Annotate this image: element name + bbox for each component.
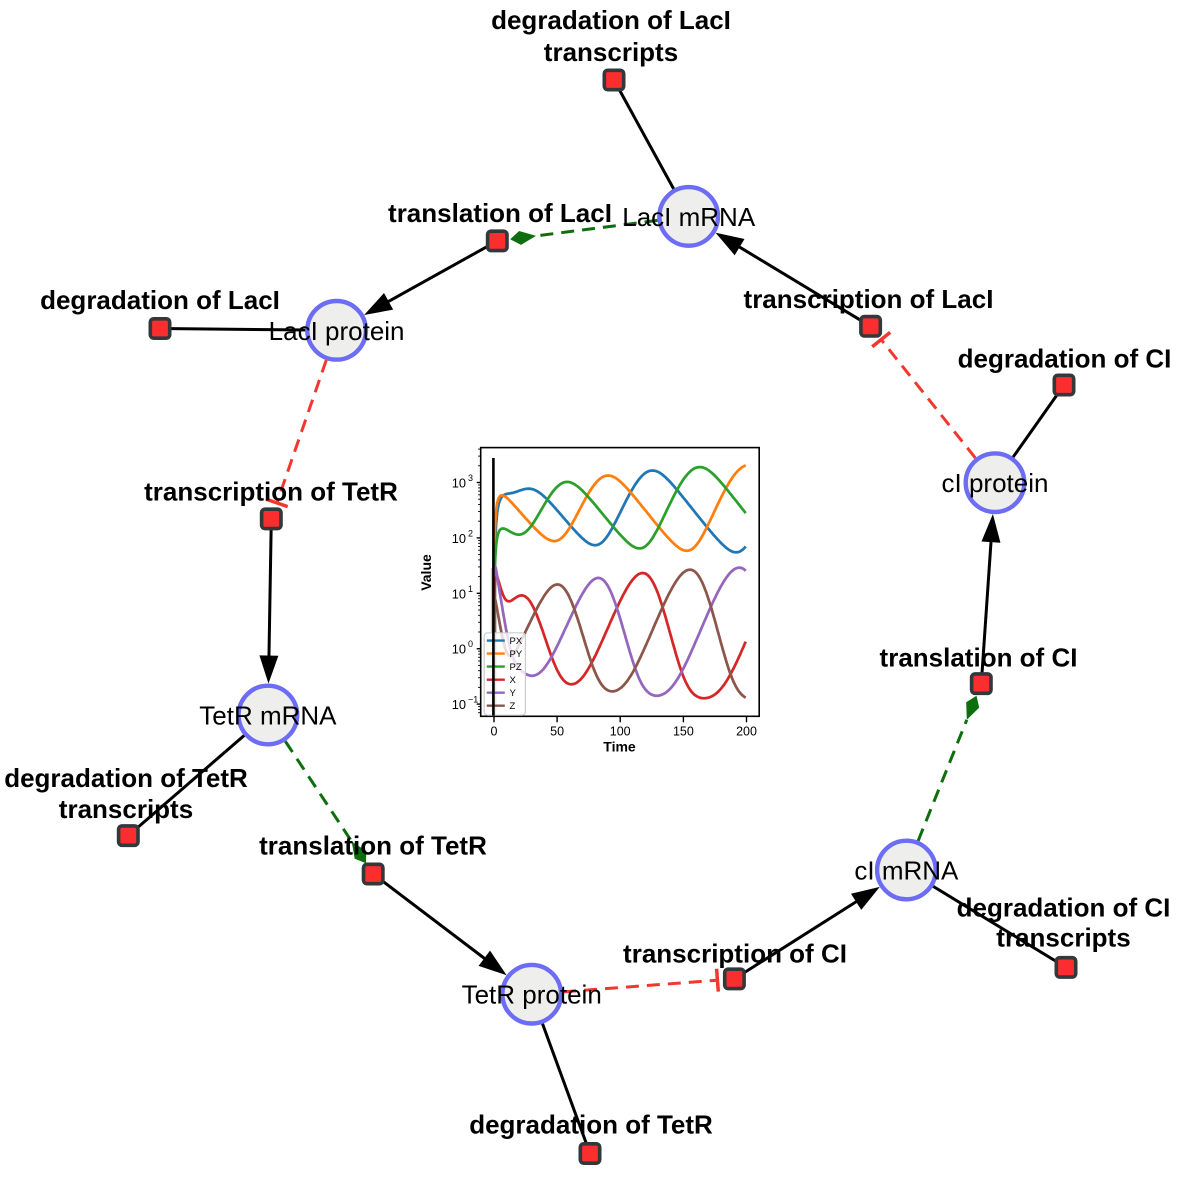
- svg-text:degradation of TetR: degradation of TetR: [4, 763, 248, 793]
- svg-text:X: X: [510, 675, 517, 686]
- svg-text:transcription of LacI: transcription of LacI: [744, 284, 994, 314]
- svg-text:transcripts: transcripts: [544, 37, 678, 67]
- svg-text:10: 10: [452, 531, 466, 546]
- svg-text:0: 0: [468, 639, 473, 649]
- svg-text:cI mRNA: cI mRNA: [854, 856, 959, 886]
- svg-text:1: 1: [468, 584, 473, 594]
- svg-text:TetR mRNA: TetR mRNA: [199, 701, 337, 731]
- svg-text:Z: Z: [510, 701, 516, 712]
- svg-text:transcription of TetR: transcription of TetR: [144, 477, 398, 507]
- svg-text:2: 2: [468, 528, 473, 538]
- svg-text:translation of LacI: translation of LacI: [388, 198, 612, 228]
- svg-text:PZ: PZ: [510, 662, 522, 673]
- svg-text:transcription of CI: transcription of CI: [623, 939, 847, 969]
- svg-text:transcripts: transcripts: [996, 922, 1130, 952]
- svg-text:PX: PX: [510, 636, 523, 647]
- svg-text:150: 150: [673, 725, 694, 739]
- svg-text:degradation of LacI: degradation of LacI: [40, 285, 280, 315]
- svg-text:10: 10: [452, 586, 466, 601]
- svg-text:TetR protein: TetR protein: [462, 980, 602, 1010]
- svg-text:translation of CI: translation of CI: [880, 643, 1078, 673]
- svg-text:degradation of TetR: degradation of TetR: [469, 1110, 713, 1140]
- svg-text:Value: Value: [418, 554, 434, 591]
- svg-text:cI protein: cI protein: [942, 468, 1049, 498]
- svg-text:PY: PY: [510, 649, 523, 660]
- svg-text:Time: Time: [603, 739, 636, 755]
- svg-text:LacI protein: LacI protein: [269, 316, 405, 346]
- svg-text:200: 200: [736, 725, 757, 739]
- svg-text:LacI mRNA: LacI mRNA: [622, 202, 756, 232]
- svg-text:10: 10: [452, 476, 466, 491]
- svg-text:Y: Y: [510, 688, 517, 699]
- svg-text:100: 100: [610, 725, 631, 739]
- svg-text:−1: −1: [468, 695, 478, 705]
- svg-text:50: 50: [550, 725, 564, 739]
- svg-text:10: 10: [452, 642, 466, 657]
- svg-text:10: 10: [452, 697, 466, 712]
- svg-text:0: 0: [491, 725, 498, 739]
- svg-text:degradation of CI: degradation of CI: [957, 893, 1171, 923]
- svg-text:degradation of CI: degradation of CI: [958, 344, 1172, 374]
- svg-text:3: 3: [468, 473, 473, 483]
- svg-text:degradation of LacI: degradation of LacI: [491, 5, 731, 35]
- svg-text:translation of TetR: translation of TetR: [259, 830, 487, 860]
- svg-text:transcripts: transcripts: [59, 794, 193, 824]
